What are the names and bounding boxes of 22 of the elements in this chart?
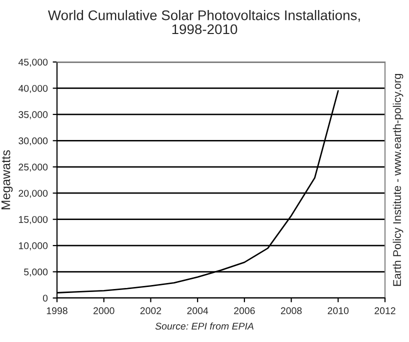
x-tick-label: 2012	[374, 307, 396, 314]
y-tick-label: 30,000	[18, 137, 48, 146]
y-tick-label: 10,000	[18, 242, 48, 250]
text: Earth Policy Institute - www.earth-policy.org	[392, 74, 404, 286]
x-tick-label: 1998	[46, 307, 68, 314]
source-note: Source: EPI from EPIA	[155, 322, 254, 330]
x-tick-label: 2004	[187, 307, 208, 314]
y-tick-label: 15,000	[18, 216, 48, 224]
y-tick-label: 45,000	[18, 58, 48, 67]
x-tick-label: 2010	[328, 307, 349, 314]
x-tick-label: 2008	[280, 307, 302, 314]
y-tick-label: 20,000	[18, 190, 48, 198]
y-tick-label: 40,000	[18, 84, 48, 93]
x-tick-label: 2000	[94, 307, 114, 314]
x-tick-label: 2006	[234, 307, 255, 314]
chart-title: World Cumulative Solar Photovoltaics Installations, 1998-2010	[48, 10, 360, 34]
x-tick-label: 2002	[140, 307, 162, 314]
y-tick-label: 0	[42, 294, 48, 302]
y-tick-label: 35,000	[18, 111, 48, 120]
y-tick-label: 5,000	[24, 268, 48, 277]
y-tick-label: 25,000	[18, 164, 48, 172]
y-axis-title: Megawatts	[1, 150, 13, 210]
